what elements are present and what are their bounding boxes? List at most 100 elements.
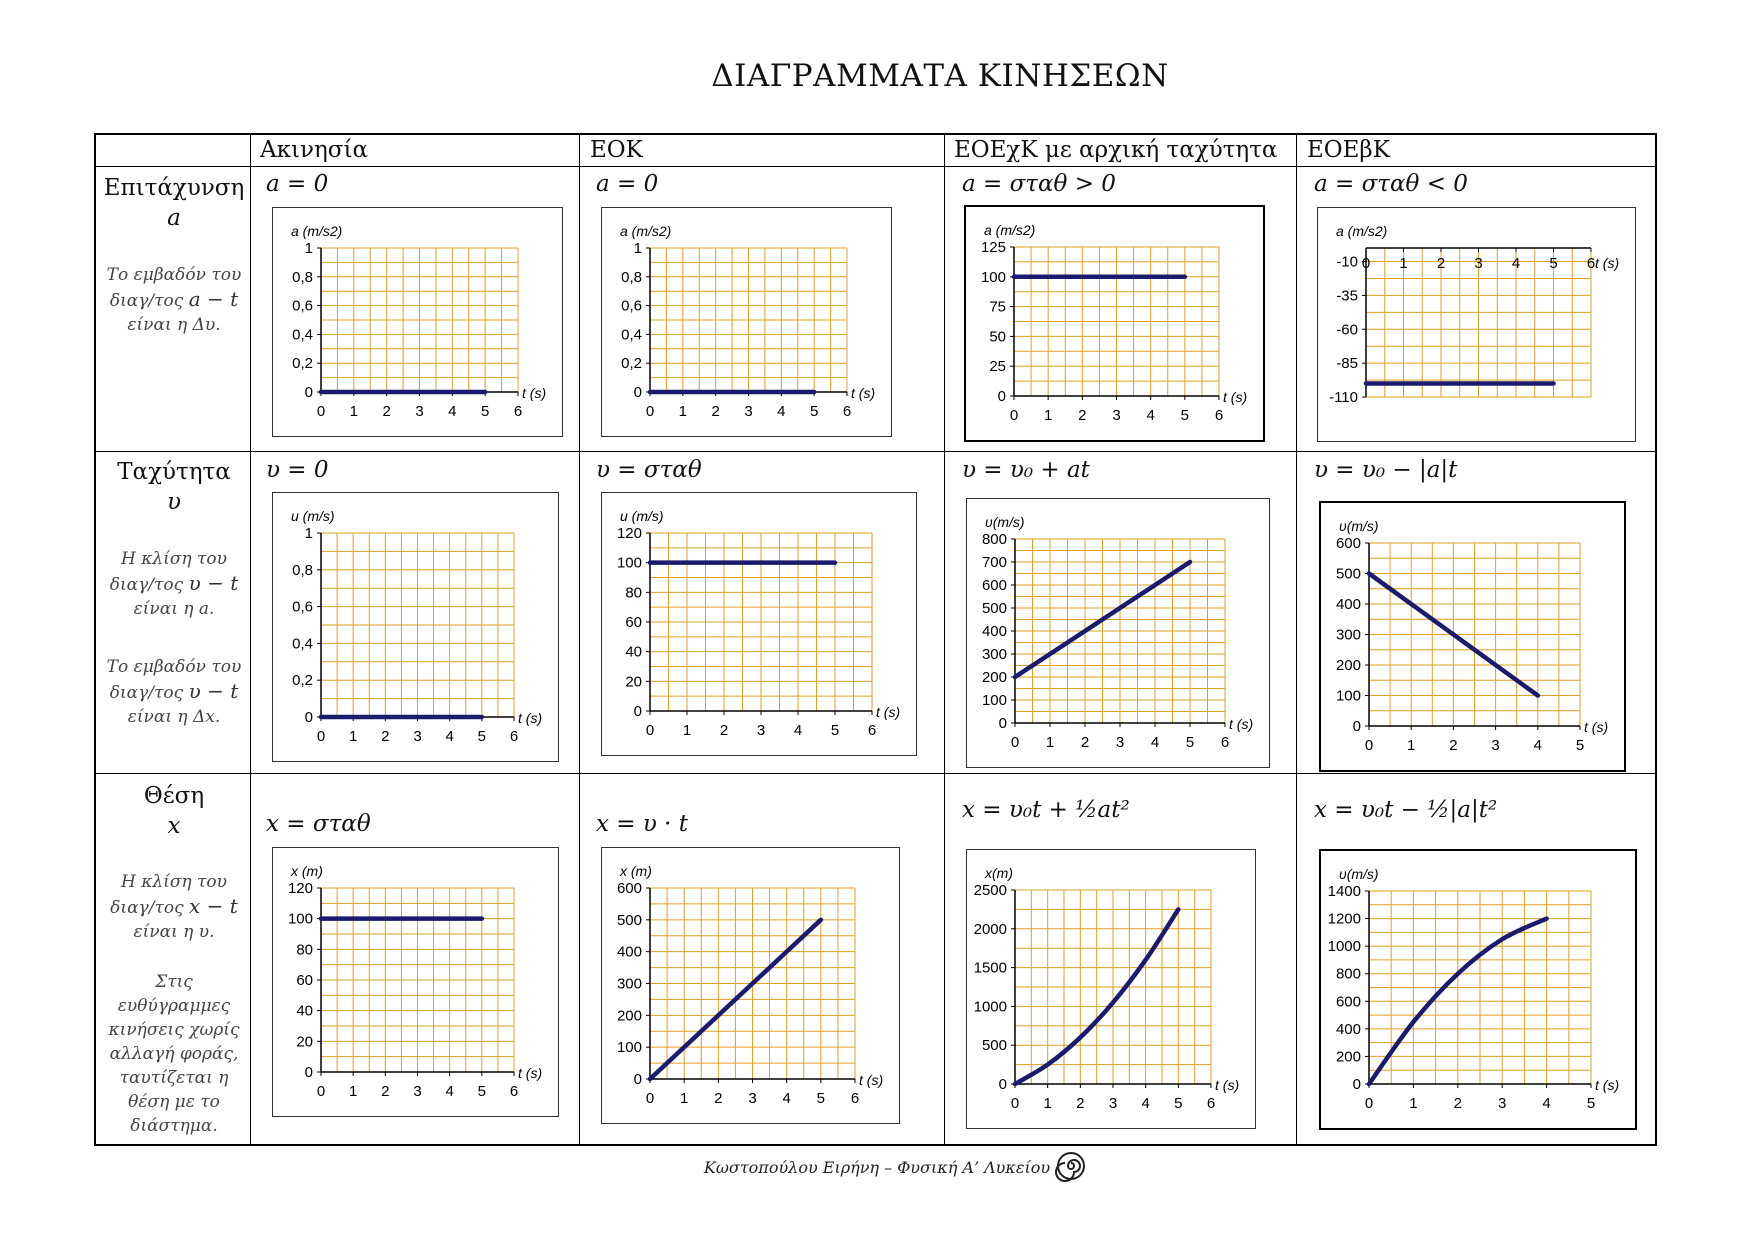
x-tick-label: 0 xyxy=(1011,734,1019,751)
page-title: ΔΙΑΓΡΑΜΜΑΤΑ ΚΙΝΗΣΕΩΝ xyxy=(711,58,1169,94)
y-axis-label: υ(m/s) xyxy=(1339,518,1379,534)
x-tick-label: 5 xyxy=(478,728,486,745)
y-axis-label: υ(m/s) xyxy=(985,514,1025,530)
y-axis-label: u (m/s) xyxy=(291,508,335,524)
chart-svg: 0 0,2 0,4 0,6 0,8 1 0 1 2 3 4 5 6 u (m/s) t (s) xyxy=(291,508,542,745)
x-axis-label: t (s) xyxy=(1215,1077,1239,1093)
chart-panel-a-decel: -10 -35 -60 -85 -110 0 1 2 3 4 5 6 a (m/s2) t (s) xyxy=(1317,207,1636,442)
y-tick-label: -10 xyxy=(1336,254,1358,271)
x-tick-label: 2 xyxy=(1076,1095,1084,1112)
y-tick-label: 80 xyxy=(625,584,642,601)
column-header-uniform: ΕΟΚ xyxy=(590,137,643,163)
y-tick-label: 0 xyxy=(999,715,1007,732)
y-tick-label: 0,8 xyxy=(292,269,313,286)
x-tick-label: 4 xyxy=(782,1090,790,1107)
x-tick-label: 6 xyxy=(851,1090,859,1107)
chart-panel-v-decel: 0 100 200 300 400 500 600 0 1 2 3 4 5 υ(m/s) t (s) xyxy=(1319,501,1626,772)
x-tick-label: 6 xyxy=(1207,1095,1215,1112)
y-tick-label: 2000 xyxy=(974,921,1007,938)
series-line xyxy=(647,917,824,1082)
y-tick-label: 75 xyxy=(989,299,1006,316)
formula-a-accel: a = σταθ > 0 xyxy=(962,171,1116,197)
x-tick-label: 1 xyxy=(683,722,691,739)
y-tick-label: 0 xyxy=(1353,1076,1361,1093)
x-tick-label: 0 xyxy=(1365,737,1373,754)
y-tick-label: 0 xyxy=(1353,718,1361,735)
y-tick-label: 0 xyxy=(305,709,313,726)
y-tick-label: 1 xyxy=(305,240,313,257)
x-tick-label: 3 xyxy=(1491,737,1499,754)
x-tick-label: 0 xyxy=(1362,255,1370,272)
y-tick-label: 600 xyxy=(1336,993,1361,1010)
y-tick-label: 600 xyxy=(1336,535,1361,552)
row-name: Ταχύτητα xyxy=(117,459,231,485)
x-axis-label: t (s) xyxy=(851,385,875,401)
chart-panel-x-decel: 0 200 400 600 800 1000 1200 1400 0 1 2 3 4 5 υ(m/s) t (… xyxy=(1319,849,1637,1130)
x-tick-label: 6 xyxy=(868,722,876,739)
row-header-position: Θέση x xyxy=(96,781,252,841)
column-header-decelerated: ΕΟΕβΚ xyxy=(1307,137,1390,163)
x-tick-label: 0 xyxy=(646,1090,654,1107)
y-tick-label: 800 xyxy=(1336,966,1361,983)
y-tick-label: 0 xyxy=(998,388,1006,405)
x-tick-label: 0 xyxy=(646,722,654,739)
y-tick-label: 20 xyxy=(296,1033,313,1050)
x-tick-label: 5 xyxy=(478,1083,486,1100)
x-tick-label: 2 xyxy=(711,403,719,420)
formula-v-decel: υ = υ₀ − |a|t xyxy=(1314,457,1458,483)
y-tick-label: 0,8 xyxy=(621,269,642,286)
y-tick-label: 20 xyxy=(625,673,642,690)
x-tick-label: 6 xyxy=(514,403,522,420)
y-axis-label: υ(m/s) xyxy=(1339,866,1379,882)
x-axis-label: t (s) xyxy=(1595,1077,1619,1093)
footer-credit: Κωστοπούλου Ειρήνη – Φυσική Α’ Λυκείου xyxy=(703,1158,1051,1177)
y-tick-label: 300 xyxy=(982,646,1007,663)
x-tick-label: 3 xyxy=(415,403,423,420)
x-tick-label: 1 xyxy=(349,728,357,745)
y-tick-label: 125 xyxy=(981,239,1006,256)
x-tick-label: 2 xyxy=(1081,734,1089,751)
x-tick-label: 6 xyxy=(843,403,851,420)
formula-v-accel: υ = υ₀ + at xyxy=(962,457,1090,483)
series-line xyxy=(1012,559,1193,680)
x-tick-label: 6 xyxy=(1215,407,1223,424)
y-axis-label: a (m/s2) xyxy=(1336,223,1387,239)
y-tick-label: 1200 xyxy=(1328,911,1361,928)
x-tick-label: 4 xyxy=(1512,255,1520,272)
y-tick-label: 0 xyxy=(634,703,642,720)
y-tick-label: 1000 xyxy=(1328,938,1361,955)
x-axis-label: t (s) xyxy=(859,1072,883,1088)
formula-v-uniform: υ = σταθ xyxy=(596,457,702,483)
x-tick-label: 4 xyxy=(794,722,802,739)
x-tick-label: 2 xyxy=(714,1090,722,1107)
row-symbol: υ xyxy=(167,489,181,515)
formula-x-uniform: x = υ · t xyxy=(596,811,689,837)
note-position-distance: Στις ευθύγραμμες κινήσεις χωρίς αλλαγή φ… xyxy=(108,972,240,1136)
column-header-rest: Ακινησία xyxy=(260,137,369,163)
y-tick-label: 120 xyxy=(617,525,642,542)
x-tick-label: 2 xyxy=(1449,737,1457,754)
x-tick-label: 3 xyxy=(1112,407,1120,424)
y-tick-label: 300 xyxy=(1336,627,1361,644)
diagram-table: Ακινησία ΕΟΚ ΕΟΕχΚ με αρχική ταχύτητα ΕΟ… xyxy=(94,133,1657,1146)
x-tick-label: 4 xyxy=(448,403,456,420)
x-tick-label: 3 xyxy=(413,1083,421,1100)
x-axis-label: t (s) xyxy=(1223,389,1247,405)
x-tick-label: 0 xyxy=(646,403,654,420)
x-tick-label: 2 xyxy=(1437,255,1445,272)
y-axis-label: a (m/s2) xyxy=(620,223,671,239)
y-tick-label: 0 xyxy=(305,384,313,401)
y-tick-label: 100 xyxy=(1336,688,1361,705)
grid-line xyxy=(944,135,945,1144)
chart-panel-v-rest: 0 0,2 0,4 0,6 0,8 1 0 1 2 3 4 5 6 u (m/s) t (s) xyxy=(272,492,559,762)
x-tick-label: 1 xyxy=(1046,734,1054,751)
x-tick-label: 1 xyxy=(1043,1095,1051,1112)
column-header-accelerated: ΕΟΕχΚ με αρχική ταχύτητα xyxy=(954,137,1278,163)
y-tick-label: 500 xyxy=(1336,566,1361,583)
y-tick-label: 100 xyxy=(982,692,1007,709)
y-axis-label: x (m) xyxy=(290,863,323,879)
x-axis-label: t (s) xyxy=(1595,255,1619,271)
x-tick-label: 4 xyxy=(777,403,785,420)
x-tick-label: 4 xyxy=(1542,1095,1550,1112)
y-tick-label: 200 xyxy=(982,669,1007,686)
